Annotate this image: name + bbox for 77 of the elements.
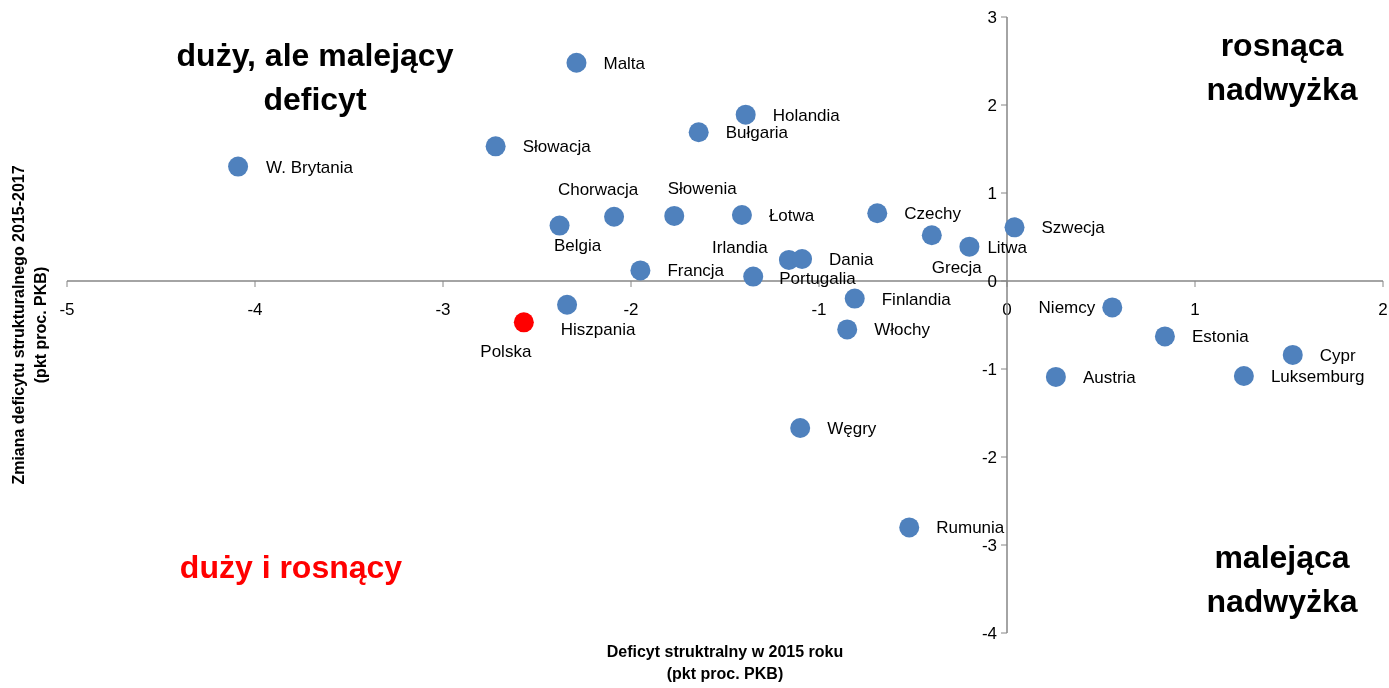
point — [731, 205, 752, 225]
point — [1045, 366, 1066, 387]
point — [1233, 366, 1254, 387]
x-tick-label: -5 — [59, 300, 75, 319]
data-label: Dania — [829, 250, 875, 269]
data-label: Malta — [603, 53, 646, 73]
data-label: Polska — [480, 342, 532, 362]
data-label: Belgia — [553, 235, 602, 255]
point — [743, 266, 764, 287]
y-tick-label: 2 — [987, 96, 997, 115]
point — [735, 104, 756, 125]
point — [899, 517, 920, 538]
y-tick-label: -1 — [981, 360, 997, 379]
annotation: rosnąca nadwyżka — [1206, 27, 1358, 107]
data-label: Finlandia — [881, 289, 952, 309]
annotation: duży i rosnący — [179, 549, 403, 585]
data-label: Chorwacja — [557, 179, 639, 199]
point — [630, 260, 651, 281]
annotation: malejąca nadwyżka — [1206, 539, 1358, 619]
x-tick-label: 0 — [1002, 300, 1012, 319]
point — [867, 203, 888, 224]
point — [664, 205, 685, 226]
data-label: Słowacja — [522, 137, 592, 157]
data-label: Czechy — [904, 204, 962, 224]
y-tick-label: -3 — [981, 536, 997, 555]
data-label: Włochy — [874, 320, 931, 340]
x-tick-label: -3 — [435, 300, 451, 319]
annotation: duży, ale malejący deficyt — [176, 37, 454, 117]
point — [549, 215, 570, 236]
point — [228, 156, 249, 177]
data-label: Cypr — [1319, 345, 1356, 365]
x-axis-title: Deficyt struktralny w 2015 roku (pkt proc. PKB) — [606, 643, 844, 682]
data-label: Irlandia — [712, 237, 769, 257]
point — [959, 236, 980, 257]
x-tick-label: -4 — [247, 300, 263, 319]
data-label: Holandia — [772, 105, 841, 125]
point — [566, 52, 587, 73]
data-label: Litwa — [987, 237, 1028, 257]
point — [513, 312, 534, 333]
y-tick-label: -2 — [981, 448, 997, 467]
data-label: Słowenia — [667, 178, 738, 198]
y-tick-label: 0 — [987, 272, 997, 291]
point — [837, 319, 858, 340]
point — [1154, 326, 1175, 347]
data-label: Portugalia — [779, 268, 857, 288]
data-label: Niemcy — [1038, 298, 1096, 318]
data-label: Austria — [1082, 367, 1137, 387]
data-label: Łotwa — [768, 206, 815, 225]
data-label: Estonia — [1191, 327, 1250, 347]
point — [604, 206, 625, 227]
data-label: Szwecja — [1041, 218, 1106, 238]
x-tick-label: 2 — [1378, 300, 1388, 319]
y-tick-label: 1 — [987, 184, 997, 203]
data-label: Luksemburg — [1270, 367, 1365, 387]
data-label: Bułgaria — [725, 123, 789, 143]
data-label: Hiszpania — [560, 319, 636, 339]
data-label: Rumunia — [936, 518, 1005, 538]
point — [557, 294, 578, 315]
x-tick-label: 1 — [1190, 300, 1200, 319]
point — [792, 249, 813, 269]
point — [921, 225, 942, 246]
x-tick-label: -1 — [811, 300, 827, 319]
point — [485, 136, 506, 157]
data-label: Francja — [667, 261, 725, 281]
y-tick-label: -4 — [981, 624, 997, 643]
point — [844, 288, 865, 309]
y-axis-title: Zmiana deficytu strukturalnego 2015-2017 (pkt proc. PKB) — [10, 165, 49, 485]
point — [1004, 217, 1025, 238]
data-label: W. Brytania — [266, 157, 354, 177]
point — [688, 122, 709, 143]
data-label: Grecja — [931, 258, 983, 278]
y-tick-label: 3 — [987, 8, 997, 27]
point — [790, 417, 811, 438]
point — [1282, 344, 1303, 365]
point — [1102, 297, 1123, 318]
x-tick-label: -2 — [623, 300, 639, 319]
data-label: Węgry — [827, 418, 877, 438]
